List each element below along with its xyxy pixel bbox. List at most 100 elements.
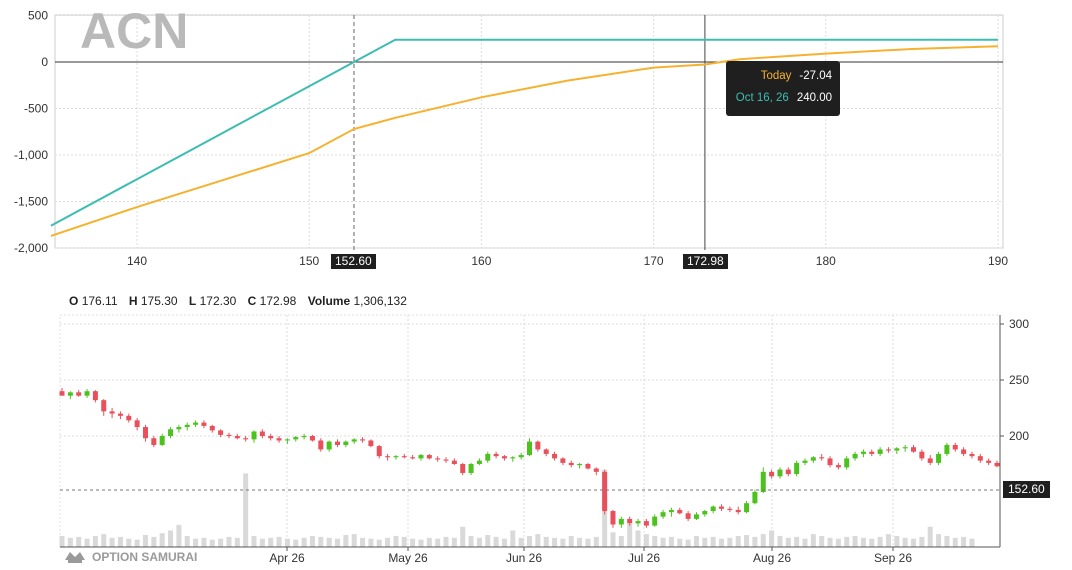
payoff-x-tick-label: 140 <box>127 254 147 268</box>
candle-body <box>510 457 516 459</box>
volume-bar <box>794 536 800 547</box>
candle-body <box>618 518 624 525</box>
candle-body <box>986 460 992 463</box>
volume-bar <box>535 534 541 547</box>
volume-bar <box>702 537 708 547</box>
candle-body <box>785 469 791 475</box>
volume-bar <box>769 530 775 547</box>
volume-bar <box>301 537 307 547</box>
candle-body <box>593 468 599 472</box>
volume-bar <box>501 538 507 547</box>
volume-bar <box>760 534 766 547</box>
volume-bar <box>151 536 157 547</box>
volume-bar <box>961 536 967 547</box>
volume-bar <box>226 536 232 547</box>
volume-bar <box>668 536 674 547</box>
volume-bar <box>401 536 407 547</box>
candle-body <box>476 460 482 464</box>
volume-bar <box>193 538 199 547</box>
month-tick-label: Apr 26 <box>269 551 305 565</box>
candle-body <box>668 509 674 513</box>
volume-bar <box>710 536 716 547</box>
candle-body <box>159 436 165 445</box>
candle-body <box>101 400 107 412</box>
candle-body <box>59 391 65 396</box>
volume-bar <box>777 535 783 547</box>
payoff-chart[interactable]: 500 0 -500 -1,000 -1,500 -2,000 140 150 160 170 1… <box>0 0 1072 290</box>
candle-body <box>468 464 474 473</box>
month-tick-label: Jul 26 <box>628 551 660 565</box>
volume-bar <box>693 535 699 547</box>
volume-bar <box>67 537 73 547</box>
volume-bar <box>735 535 741 547</box>
volume-bar <box>752 536 758 547</box>
expiry-payoff-line <box>50 38 998 227</box>
candle-body <box>585 464 591 469</box>
volume-bar <box>318 536 324 547</box>
samurai-helmet-icon <box>65 552 85 563</box>
volume-bar <box>877 536 883 547</box>
candle-body <box>693 514 699 519</box>
volume-bar <box>368 538 374 547</box>
volume-bar <box>902 537 908 547</box>
candle-body <box>944 444 950 454</box>
volume-bar <box>276 536 282 547</box>
candle-body <box>443 459 449 461</box>
volume-bar <box>527 535 532 547</box>
volume-bar <box>443 536 449 547</box>
volume-bar <box>234 537 240 547</box>
volume-bar <box>284 538 290 547</box>
current-price-badge: 152.60 <box>1003 481 1050 498</box>
payoff-x-tick-label: 170 <box>644 254 664 268</box>
volume-bar <box>410 538 416 547</box>
candle-body <box>543 449 549 454</box>
volume-bar <box>435 538 441 547</box>
candle-body <box>810 457 816 461</box>
cursor-badge: 172.98 <box>683 254 728 269</box>
candle-body <box>835 465 841 468</box>
low-label: L <box>188 294 197 308</box>
candle-body <box>92 391 98 401</box>
candle-body <box>744 503 750 513</box>
candle-body <box>777 469 783 477</box>
candle-body <box>819 457 825 459</box>
volume-bar <box>351 534 357 547</box>
candle-body <box>802 460 808 463</box>
brand-name: OPTION SAMURAI <box>92 550 198 564</box>
candle-body <box>602 471 608 512</box>
volume-bar <box>460 526 466 547</box>
volume-bar <box>894 535 900 547</box>
candle-body <box>535 441 541 450</box>
candle-body <box>126 415 132 421</box>
candle-body <box>259 431 265 436</box>
volume-bar <box>476 537 482 547</box>
candle-body <box>243 438 249 440</box>
candle-body <box>401 456 407 458</box>
candle-body <box>852 453 858 459</box>
candle-body <box>251 431 257 440</box>
payoff-tooltip: Today -27.04 Oct 16, 26 240.00 <box>726 61 840 116</box>
candle-body <box>326 441 332 450</box>
volume-bar <box>360 537 366 547</box>
volume-bar <box>835 538 841 547</box>
candle-body <box>343 441 349 445</box>
candle-body <box>410 457 416 459</box>
volume-bar <box>518 537 524 547</box>
price-y-tick-label: 200 <box>1009 429 1029 443</box>
candle-body <box>351 439 357 442</box>
tooltip-expiry-value: 240.00 <box>796 92 832 104</box>
candle-body <box>209 425 215 431</box>
candle-body <box>643 521 649 526</box>
month-tick-label: May 26 <box>388 551 428 565</box>
volume-bar <box>560 538 566 547</box>
volume-bar <box>84 538 90 547</box>
candle-body <box>426 455 432 459</box>
volume-bar <box>426 537 432 547</box>
price-y-tick-label: 250 <box>1009 373 1029 387</box>
volume-bar <box>593 536 599 547</box>
candle-body <box>276 438 282 441</box>
candle-body <box>635 521 641 524</box>
volume-bar <box>92 535 98 547</box>
candle-body <box>610 511 616 525</box>
volume-bar <box>117 536 123 547</box>
